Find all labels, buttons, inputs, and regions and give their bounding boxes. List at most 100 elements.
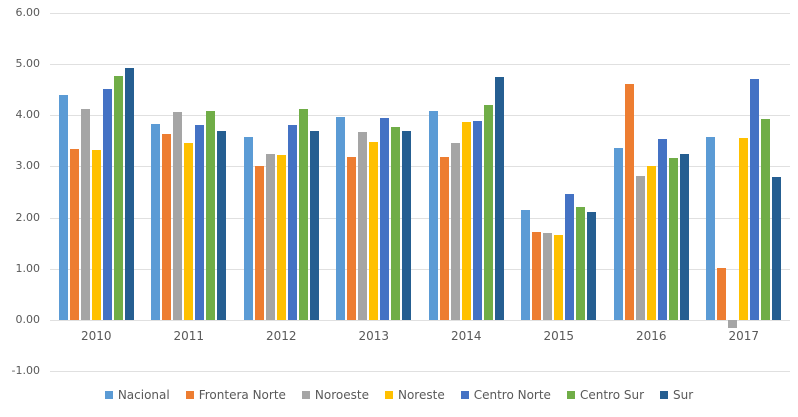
x-axis-label: 2011 [173, 328, 205, 343]
bar-2016-noroeste [635, 175, 645, 320]
bar-2012-nacional [243, 136, 253, 320]
bar-2012-noroeste [265, 154, 275, 320]
bar-2015-noroeste [543, 233, 553, 320]
gridline [50, 115, 790, 117]
gridline [50, 268, 790, 270]
bar-2013-noreste [369, 142, 379, 320]
legend: Nacional Frontera Norte Noroeste Noreste Cen… [0, 388, 798, 402]
bar-2013-centro-norte [380, 118, 390, 320]
bar-2010-noreste [91, 149, 101, 320]
legend-label: Nacional [117, 388, 170, 402]
bar-2015-sur [587, 211, 597, 320]
bar-2011-centro-norte [195, 125, 205, 320]
bar-2011-nacional [151, 124, 161, 320]
gridline [50, 166, 790, 168]
legend-item-sur: Sur [660, 388, 693, 402]
legend-marker-icon [566, 391, 575, 399]
bar-2010-sur [124, 67, 134, 320]
gridline [50, 64, 790, 66]
legend-marker-icon [185, 391, 194, 399]
bar-2014-nacional [428, 111, 438, 320]
bar-2015-nacional [521, 210, 531, 320]
y-axis-tick-label: 2.00 [15, 210, 41, 224]
bar-2010-centro-norte [102, 88, 112, 320]
gridline [50, 371, 790, 372]
x-axis-label: 2013 [358, 328, 390, 343]
legend-label: Noroeste [314, 388, 369, 402]
bar-2010-frontera-norte [69, 148, 79, 320]
bar-2014-noroeste [450, 142, 460, 320]
bar-2013-centro-sur [391, 127, 401, 320]
bar-2017-noroeste [728, 319, 738, 329]
bar-2015-centro-norte [565, 193, 575, 320]
bar-2011-noreste [184, 142, 194, 320]
bar-2017-centro-norte [750, 78, 760, 320]
bar-2015-noreste [554, 234, 564, 320]
bar-2017-noreste [739, 138, 749, 320]
bar-2013-noroeste [358, 131, 368, 320]
bar-2016-sur [679, 154, 689, 320]
bar-2014-centro-sur [483, 104, 493, 320]
bar-2017-frontera-norte [717, 268, 727, 320]
bar-2012-noreste [276, 154, 286, 320]
bar-2014-centro-norte [472, 121, 482, 320]
bar-2016-centro-sur [668, 158, 678, 320]
y-axis-tick-label: 0.00 [15, 312, 41, 326]
y-axis-tick-label: 5.00 [15, 57, 41, 71]
bar-2014-noreste [461, 122, 471, 320]
bar-2014-sur [494, 77, 504, 320]
legend-item-frontera-norte: Frontera Norte [185, 388, 286, 402]
legend-marker-icon [660, 391, 669, 399]
gridline [50, 13, 790, 14]
bar-2015-centro-sur [576, 207, 586, 320]
x-axis-label: 2017 [728, 328, 760, 343]
bar-2012-centro-sur [298, 109, 308, 320]
bar-2011-centro-sur [206, 110, 216, 320]
legend-label: Noreste [397, 388, 445, 402]
legend-label: Frontera Norte [198, 388, 286, 402]
y-axis-tick-label: 1.00 [15, 261, 41, 275]
y-axis-tick-label: 4.00 [15, 108, 41, 122]
gridline [50, 217, 790, 219]
bar-2010-nacional [58, 94, 68, 320]
bar-2012-sur [309, 131, 319, 320]
bar-2015-frontera-norte [532, 232, 542, 320]
bar-2017-nacional [706, 136, 716, 320]
bar-2011-sur [217, 131, 227, 320]
legend-label: Sur [673, 388, 694, 402]
bar-2010-centro-sur [113, 76, 123, 320]
bar-2011-noroeste [173, 111, 183, 320]
x-axis-label: 2015 [543, 328, 575, 343]
bar-2016-noreste [646, 165, 656, 320]
bar-2013-sur [402, 130, 412, 320]
legend-item-noreste: Noreste [384, 388, 445, 402]
bar-2012-centro-norte [287, 125, 297, 320]
bar-2013-nacional [336, 116, 346, 320]
legend-marker-icon [384, 391, 393, 399]
legend-item-centro-norte: Centro Norte [460, 388, 551, 402]
legend-item-nacional: Nacional [104, 388, 170, 402]
bar-2013-frontera-norte [347, 157, 357, 320]
bar-2017-sur [772, 176, 782, 320]
bar-2016-frontera-norte [624, 83, 634, 320]
legend-item-noroeste: Noroeste [301, 388, 369, 402]
y-axis-tick-label: 3.00 [15, 159, 41, 173]
y-axis-tick-label: 6.00 [15, 6, 41, 19]
legend-marker-icon [104, 391, 113, 399]
bar-2012-frontera-norte [254, 165, 264, 320]
legend-item-centro-sur: Centro Sur [566, 388, 645, 402]
y-axis-tick-label: -1.00 [11, 364, 40, 377]
bar-2016-nacional [613, 148, 623, 320]
x-axis-label: 2012 [265, 328, 297, 343]
x-axis-label: 2016 [635, 328, 667, 343]
bar-2010-noroeste [80, 109, 90, 320]
legend-marker-icon [301, 391, 310, 399]
gridline [50, 319, 790, 321]
bar-2014-frontera-norte [439, 157, 449, 320]
x-axis-label: 2010 [80, 328, 112, 343]
x-axis-label: 2014 [450, 328, 482, 343]
legend-label: Centro Norte [473, 388, 551, 402]
bar-2011-frontera-norte [162, 134, 172, 320]
legend-label: Centro Sur [579, 388, 645, 402]
